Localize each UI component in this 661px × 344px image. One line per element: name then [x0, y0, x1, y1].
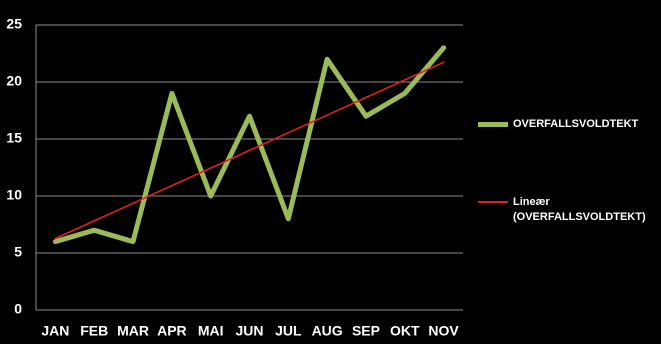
x-tick-label: OKT — [390, 323, 420, 339]
y-tick-label: 5 — [14, 244, 22, 260]
data-line — [52, 45, 447, 245]
x-tick-label: JAN — [41, 323, 69, 339]
x-tick-label: JUL — [275, 323, 302, 339]
legend-swatch — [478, 201, 508, 203]
x-tick-label: AUG — [312, 323, 343, 339]
legend-label: Lineær (OVERFALLSVOLDTEKT) — [513, 196, 646, 223]
x-tick-label: MAI — [198, 323, 224, 339]
x-tick-label: NOV — [428, 323, 459, 339]
y-tick-label: 25 — [6, 16, 22, 32]
x-tick-label: APR — [157, 323, 187, 339]
y-tick-label: 20 — [6, 73, 22, 89]
legend-label: OVERFALLSVOLDTEKT — [513, 118, 639, 130]
x-tick-label: SEP — [352, 323, 380, 339]
trend-line — [54, 61, 445, 240]
y-tick-label: 0 — [14, 301, 22, 317]
y-tick-label: 10 — [6, 187, 22, 203]
x-tick-label: MAR — [117, 323, 149, 339]
x-tick-label: FEB — [80, 323, 108, 339]
y-tick-label: 15 — [6, 130, 22, 146]
legend-item: Lineær (OVERFALLSVOLDTEKT) — [478, 195, 661, 225]
legend-swatch — [478, 122, 508, 127]
x-tick-label: JUN — [235, 323, 263, 339]
legend-item: OVERFALLSVOLDTEKT — [478, 117, 661, 132]
